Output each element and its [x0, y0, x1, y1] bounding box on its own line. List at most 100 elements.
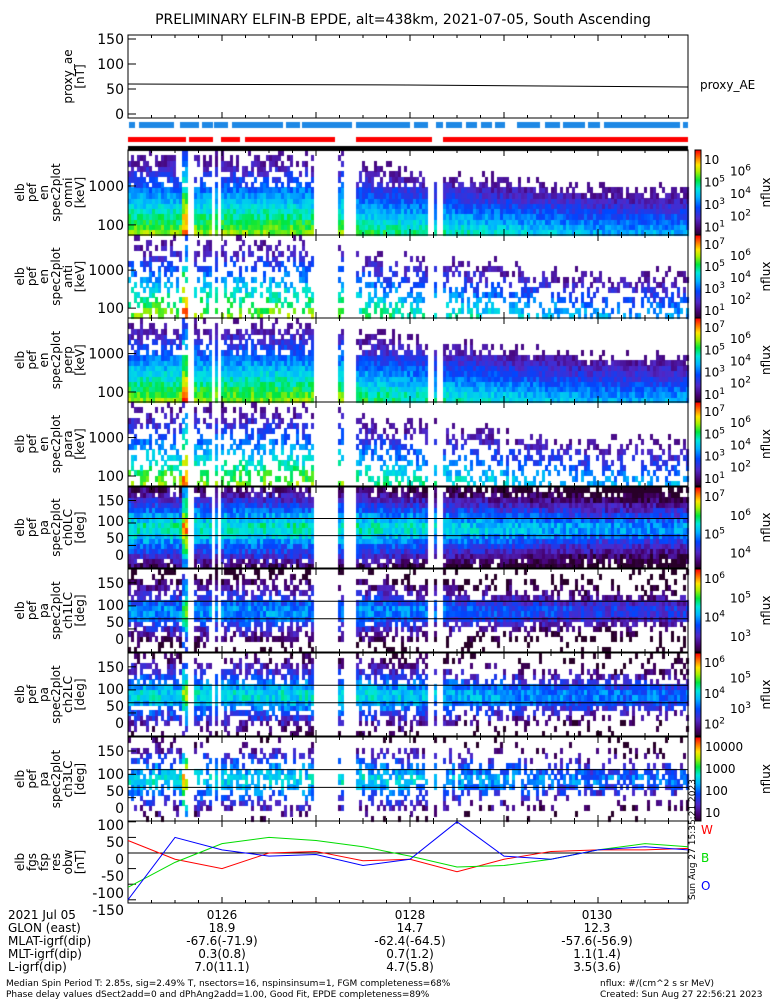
glon-value: 12.3: [584, 921, 611, 935]
colorbar-label: nflux: [759, 178, 773, 208]
l-value: 7.0(11.1): [194, 960, 249, 974]
ytick-label: 0: [115, 801, 124, 817]
colorbar-tick-label: 10000: [705, 740, 743, 754]
panel-ylabel: elbpefenspec2plotperp[keV]: [13, 330, 87, 389]
proxy-ae-line: [127, 83, 689, 88]
spectrogram-axes-3: [127, 401, 689, 487]
ytick-label: 1000: [88, 179, 124, 195]
colorbar-tick-label: 107: [704, 404, 725, 419]
spectrogram-axes-5: [127, 568, 689, 653]
colorbar-label: nflux: [759, 764, 773, 794]
time-tick-0126: 0126: [207, 908, 238, 922]
legend-w: W: [701, 823, 713, 837]
spectrogram-axes-1: [127, 234, 689, 319]
ytick-label: 0: [115, 632, 124, 648]
colorbar-tick-label: 102: [704, 717, 725, 732]
colorbar-tick-label: 104: [730, 437, 751, 452]
glon-value: 14.7: [397, 921, 424, 935]
mlat-value: -62.4(-64.5): [374, 934, 445, 948]
colorbar-tick-label: 104: [730, 545, 751, 560]
ytick-label: 1000: [88, 431, 124, 447]
colorbar-tick-label: 100: [705, 784, 728, 798]
colorbar: [694, 401, 702, 487]
ytick-label: 0: [115, 548, 124, 564]
colorbar-tick-label: 1000: [705, 762, 736, 776]
panel-ylabel: elbpefpaspec2plotch1LC[deg]: [13, 581, 87, 640]
colorbar-tick-label: 102: [730, 292, 751, 307]
colorbar-tick-label: 105: [704, 259, 725, 274]
mlt-value: 1.1(1.4): [573, 947, 621, 961]
panel-ylabel: elbpefenspec2plotanti[keV]: [13, 247, 87, 306]
spectrogram-axes-2: [127, 317, 689, 403]
colorbar-tick-label: 106: [730, 415, 751, 430]
panel-ylabel: elbpefenspec2plotomni[keV]: [13, 163, 87, 222]
colorbar-tick-label: 103: [704, 281, 725, 296]
colorbar-tick-label: 104: [704, 686, 725, 701]
colorbar-tick-label: 106: [730, 163, 751, 178]
colorbar-tick-label: 103: [704, 449, 725, 464]
mlt-value: 0.7(1.2): [386, 947, 434, 961]
colorbar: [694, 736, 702, 822]
footer-line1: Median Spin Period T: 2.85s, sig=2.49% T…: [6, 979, 451, 989]
ytick-label: 0: [115, 716, 124, 732]
colorbar-tick-label: 105: [704, 342, 725, 357]
footer-line2: Phase delay values dSect2add=0 and dPhAn…: [6, 990, 430, 1000]
colorbar: [694, 568, 702, 653]
colorbar-tick-label: 101: [704, 220, 725, 235]
colorbar-tick-label: 104: [730, 186, 751, 201]
glon-value: 18.9: [209, 921, 236, 935]
proxy-ae-axes: [127, 34, 689, 119]
mlat-value: -57.6(-56.9): [561, 934, 632, 948]
colorbar-tick-label: 106: [704, 571, 725, 586]
spectrogram-axes-0: [127, 149, 689, 236]
colorbar-tick-label: 105: [704, 175, 725, 190]
colorbar-tick-label: 102: [730, 460, 751, 475]
colorbar-tick-label: 106: [730, 508, 751, 523]
ytick-label: 100: [97, 767, 124, 783]
colorbar-tick-label: 10: [704, 153, 719, 167]
ytick-label: -150: [92, 903, 124, 919]
ytick-label: 150: [97, 32, 124, 48]
legend-o: O: [701, 879, 710, 893]
colorbar-tick-label: 106: [704, 655, 725, 670]
panel-ylabel: elbpefpaspec2plotch2LC[deg]: [13, 665, 87, 724]
ytick-label: 150: [97, 494, 124, 510]
ytick-label: 0: [115, 852, 124, 868]
colorbar-tick-label: 105: [730, 670, 751, 685]
footer-units: nflux: #/(cm^2 s sr MeV): [600, 979, 714, 989]
mlt-label: MLT-igrf(dip): [8, 947, 82, 961]
ytick-label: 50: [106, 699, 124, 715]
colorbar-tick-label: 101: [704, 303, 725, 318]
footer-created: Created: Sun Aug 27 22:56:21 2023: [600, 990, 762, 1000]
colorbar: [694, 149, 702, 236]
ytick-label: 150: [97, 660, 124, 676]
glon-label: GLON (east): [8, 921, 81, 935]
colorbar-tick-label: 103: [730, 629, 751, 644]
colorbar-tick-label: 102: [730, 208, 751, 223]
colorbar-tick-label: 103: [730, 701, 751, 716]
colorbar: [694, 234, 702, 319]
colorbar-tick-label: 10: [705, 806, 720, 820]
colorbar-tick-label: 103: [704, 365, 725, 380]
colorbar-label: nflux: [759, 345, 773, 375]
spectrogram-axes-4: [127, 486, 689, 569]
ytick-label: -50: [101, 869, 124, 885]
fgs-ylabel: elbfgsfspresobw[nT]: [13, 849, 87, 874]
ytick-label: 150: [97, 576, 124, 592]
colorbar-label: nflux: [759, 596, 773, 626]
colorbar-tick-label: 101: [704, 387, 725, 402]
ytick-label: 1000: [88, 263, 124, 279]
fgs-line-B: [127, 836, 689, 888]
colorbar-label: nflux: [759, 680, 773, 710]
colorbar-tick-label: 104: [730, 270, 751, 285]
panel-ylabel: elbpefenspec2plotpara[keV]: [13, 414, 87, 473]
colorbar-tick-label: 107: [704, 237, 725, 252]
ytick-label: 0: [115, 107, 124, 123]
spectrogram-axes-6: [127, 652, 689, 737]
time-tick-0128: 0128: [395, 908, 426, 922]
mlat-label: MLAT-igrf(dip): [8, 934, 91, 948]
ytick-label: 50: [106, 835, 124, 851]
ytick-label: 100: [97, 301, 124, 317]
ytick-label: 100: [97, 57, 124, 73]
